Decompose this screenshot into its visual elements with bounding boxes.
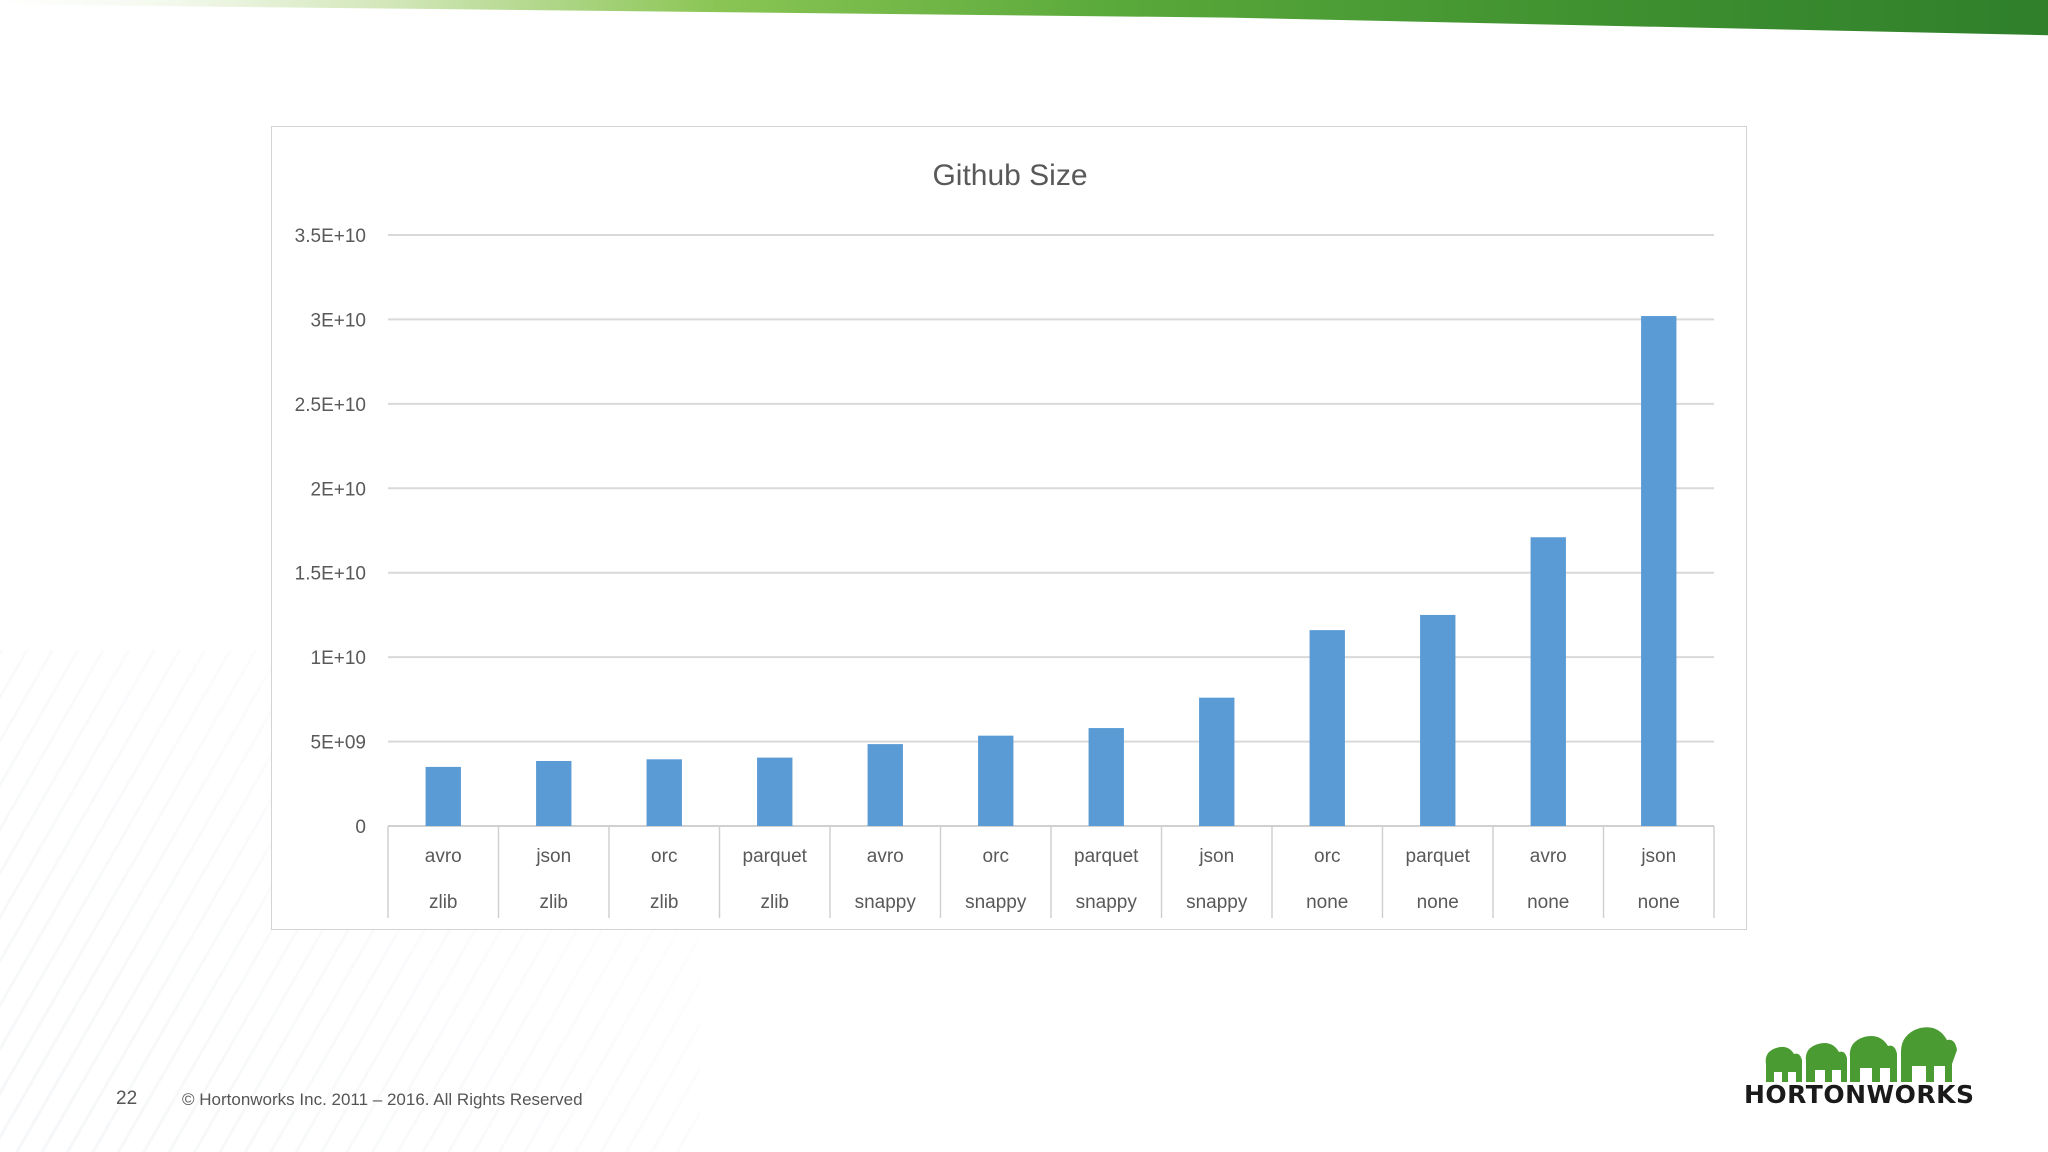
logo-wordmark: HORTONWORKS — [1744, 1080, 1975, 1109]
x-tick-label-compression: none — [1306, 892, 1348, 913]
chart-area: Github Size 0 5E+09 1E+10 1.5E+10 2E+10 2.5E+1… — [271, 126, 1747, 930]
bar — [1088, 728, 1124, 826]
x-tick-label-compression: none — [1417, 892, 1459, 913]
bar — [978, 735, 1014, 826]
x-tick-label-format: json — [1198, 846, 1234, 867]
x-tick-label-compression: none — [1527, 892, 1569, 913]
y-tick-label: 5E+09 — [311, 733, 366, 754]
x-tick-label-format: orc — [651, 846, 677, 867]
x-tick-label-format: parquet — [1406, 846, 1471, 867]
bar — [1420, 614, 1456, 826]
x-tick-label-compression: zlib — [650, 892, 679, 913]
y-tick-label: 1.5E+10 — [295, 564, 366, 585]
bar — [1641, 316, 1677, 826]
x-tick-label-format: avro — [867, 846, 904, 867]
x-tick-label-format: json — [535, 846, 571, 867]
x-tick-label-compression: zlib — [429, 892, 458, 913]
chart-title: Github Size — [932, 159, 1087, 192]
top-accent-band — [0, 0, 2048, 36]
hortonworks-logo: HORTONWORKS — [1744, 1024, 1975, 1124]
x-tick-label-format: parquet — [1074, 846, 1139, 867]
x-tick-label-compression: snappy — [1076, 892, 1138, 913]
bar — [425, 766, 461, 826]
x-tick-label-compression: snappy — [965, 892, 1027, 913]
y-tick-label: 1E+10 — [311, 648, 366, 669]
page-number: 22 — [116, 1088, 138, 1109]
x-tick-label-compression: snappy — [1186, 892, 1248, 913]
bar — [646, 759, 682, 826]
bar — [867, 744, 903, 826]
x-tick-label-format: avro — [425, 846, 462, 867]
x-tick-label-compression: none — [1638, 892, 1680, 913]
y-tick-label: 2.5E+10 — [295, 395, 366, 416]
bar — [757, 757, 793, 826]
x-tick-label-format: json — [1640, 846, 1676, 867]
y-tick-label: 3E+10 — [311, 310, 366, 331]
x-tick-label-format: orc — [983, 846, 1009, 867]
y-tick-label: 2E+10 — [311, 479, 366, 500]
y-tick-label: 0 — [355, 817, 366, 838]
x-tick-label-compression: zlib — [760, 892, 789, 913]
x-tick-label-format: avro — [1530, 846, 1567, 867]
x-tick-label-format: parquet — [743, 846, 808, 867]
bar — [1199, 697, 1235, 826]
copyright-text: © Hortonworks Inc. 2011 – 2016. All Righ… — [182, 1090, 583, 1109]
x-tick-label-format: orc — [1314, 846, 1340, 867]
bar — [1530, 537, 1566, 826]
bar-chart: Github Size 0 5E+09 1E+10 1.5E+10 2E+10 2.5E+1… — [295, 159, 1715, 918]
bar — [536, 760, 572, 826]
y-tick-label: 3.5E+10 — [295, 226, 366, 247]
x-tick-label-compression: zlib — [539, 892, 568, 913]
elephant-herd-icon — [1765, 1027, 1957, 1082]
bar — [1309, 630, 1345, 826]
x-tick-label-compression: snappy — [855, 892, 917, 913]
